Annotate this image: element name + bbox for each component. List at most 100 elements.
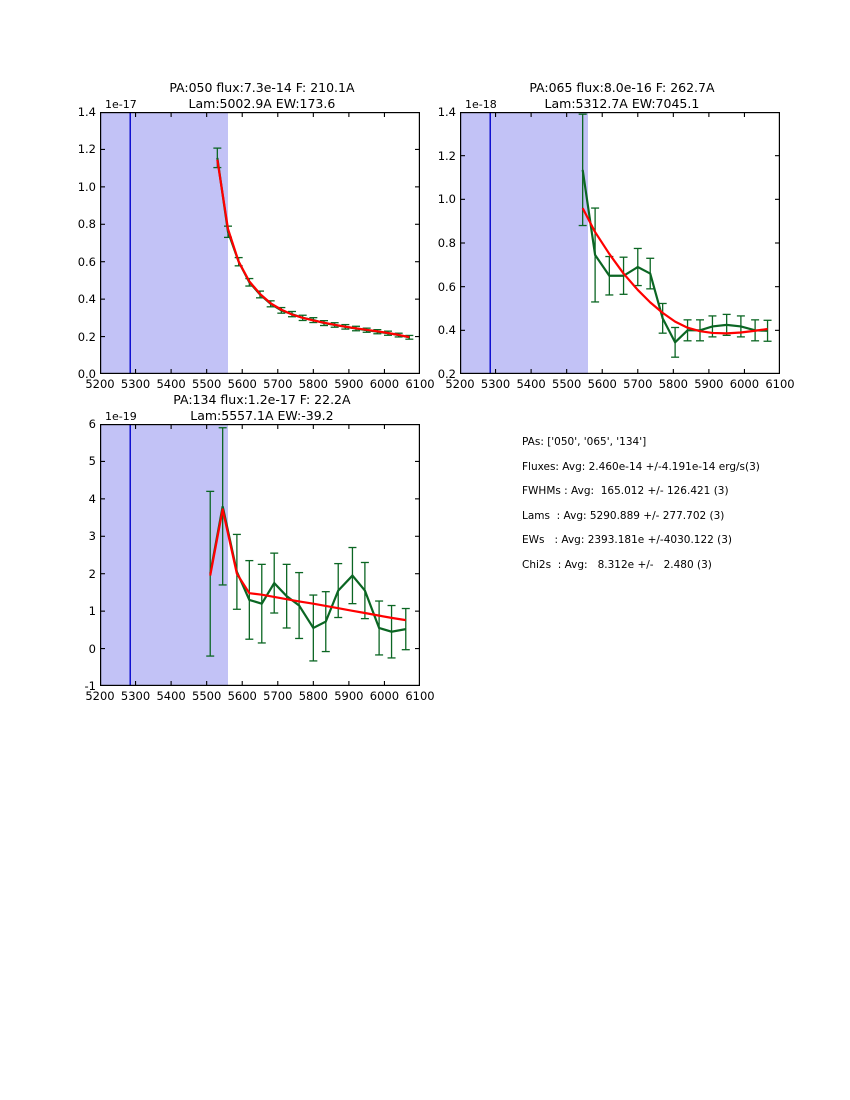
y-tick-label: 0.2 — [437, 367, 456, 381]
shaded-region — [460, 112, 588, 374]
y-tick-label: 1.0 — [77, 179, 96, 194]
y-tick-label: 1.2 — [77, 142, 96, 157]
x-tick-label: 5300 — [120, 689, 151, 703]
y-tick-label: 0 — [88, 641, 96, 656]
y-tick-label: 0.4 — [437, 323, 456, 338]
data-series-line — [209, 506, 406, 633]
x-tick-label: 5700 — [263, 377, 293, 391]
shaded-region — [100, 424, 228, 686]
x-tick-label: 5600 — [587, 377, 617, 391]
model-fit-line — [216, 159, 410, 339]
x-tick-label: 5500 — [192, 689, 222, 703]
x-tick-label: 5800 — [658, 377, 688, 391]
data-series-line — [581, 169, 768, 345]
panel-pa-065: PA:065 flux:8.0e-16 F: 262.7A Lam:5312.7… — [420, 64, 800, 391]
panel-pa-050: PA:050 flux:7.3e-14 F: 210.1A Lam:5002.9… — [60, 64, 440, 391]
y-tick-label: 0.8 — [77, 217, 96, 232]
plot-canvas-pa-065 — [460, 112, 780, 374]
panel-title-pa-134: PA:134 flux:1.2e-17 F: 22.2A — [60, 376, 440, 424]
y-tick-label: 1.4 — [437, 105, 456, 119]
panel-title-line1: PA:050 flux:7.3e-14 F: 210.1A — [169, 80, 355, 95]
x-tick-label: 5600 — [227, 689, 257, 703]
x-tick-label: 6100 — [765, 377, 795, 391]
panel-title-pa-050-line2: Lam:5002.9A EW:173.6 — [60, 80, 440, 128]
axes-frame — [100, 112, 420, 374]
stats-line-fluxes: Fluxes: Avg: 2.460e-14 +/-4.191e-14 erg/… — [522, 460, 760, 473]
data-series-line — [216, 157, 410, 339]
x-tick-label: 6000 — [369, 689, 400, 703]
y-tick-label: 0.6 — [77, 254, 96, 269]
panel-title-line1: PA:134 flux:1.2e-17 F: 22.2A — [173, 392, 351, 407]
x-tick-label: 5200 — [445, 377, 475, 391]
plot-canvas-pa-134 — [100, 424, 420, 686]
x-tick-label: 5600 — [227, 377, 257, 391]
panel-title-line2: Lam:5312.7A EW:7045.1 — [544, 96, 700, 111]
y-tick-label: 1.2 — [437, 148, 456, 163]
exponent-label-pa-065: 1e-18 — [465, 98, 497, 111]
stats-line-lams: Lams : Avg: 5290.889 +/- 277.702 (3) — [522, 509, 725, 522]
x-tick-label: 6100 — [405, 377, 435, 391]
x-tick-label: 5900 — [694, 377, 724, 391]
panel-pa-134: PA:134 flux:1.2e-17 F: 22.2A Lam:5557.1A… — [60, 376, 440, 703]
x-tick-label: 6000 — [729, 377, 760, 391]
y-tick-label: 0.4 — [77, 292, 96, 307]
model-fit-line — [581, 207, 768, 335]
y-tick-label: 0.8 — [437, 236, 456, 250]
plot-axes-pa-050 — [100, 112, 420, 374]
x-tick-label: 5400 — [516, 377, 546, 391]
stats-line-chi2s: Chi2s : Avg: 8.312e +/- 2.480 (3) — [522, 558, 712, 571]
summary-stats-block: PAs: ['050', '065', '134'] Fluxes: Avg: … — [522, 430, 822, 577]
exponent-label-pa-050: 1e-17 — [105, 98, 137, 111]
model-fit-line — [209, 508, 406, 622]
panel-title-pa-134-line2: Lam:5557.1A EW:-39.2 — [60, 392, 440, 440]
y-tick-label: 1.0 — [437, 192, 456, 207]
y-tick-label: 6 — [88, 417, 96, 431]
x-tick-label: 5400 — [156, 377, 186, 391]
plot-axes-pa-065 — [460, 112, 780, 374]
x-tick-label: 5200 — [85, 377, 115, 391]
x-tick-label: 5800 — [298, 689, 328, 703]
axis-ticks — [460, 112, 780, 374]
axes-frame — [100, 424, 420, 686]
y-tick-label: -1 — [84, 679, 96, 693]
x-tick-label: 6100 — [405, 689, 435, 703]
x-tick-label: 5200 — [85, 689, 115, 703]
error-bars — [213, 147, 414, 340]
panel-title-pa-050: PA:050 flux:7.3e-14 F: 210.1A — [60, 64, 440, 112]
panel-title-pa-065: PA:065 flux:8.0e-16 F: 262.7A — [420, 64, 800, 112]
y-tick-label: 5 — [88, 454, 96, 469]
x-tick-label: 5700 — [263, 689, 293, 703]
x-tick-label: 5800 — [298, 377, 328, 391]
x-tick-label: 5500 — [552, 377, 582, 391]
x-tick-label: 5900 — [334, 377, 364, 391]
y-tick-label: 4 — [88, 491, 96, 506]
x-tick-label: 5700 — [623, 377, 653, 391]
panel-title-line1: PA:065 flux:8.0e-16 F: 262.7A — [529, 80, 715, 95]
panel-title-line2: Lam:5557.1A EW:-39.2 — [190, 408, 334, 423]
axis-ticks — [100, 424, 420, 686]
y-tick-label: 1.4 — [77, 105, 96, 119]
x-tick-label: 5400 — [156, 689, 186, 703]
panel-title-pa-065-line2: Lam:5312.7A EW:7045.1 — [420, 80, 800, 128]
y-tick-label: 0.6 — [437, 279, 456, 294]
x-tick-label: 5900 — [334, 689, 364, 703]
stats-line-ews: EWs : Avg: 2393.181e +/-4030.122 (3) — [522, 534, 733, 546]
shaded-region — [100, 112, 228, 374]
exponent-label-pa-134: 1e-19 — [105, 410, 137, 423]
y-tick-label: 3 — [88, 529, 96, 544]
y-tick-label: 0.0 — [77, 367, 96, 381]
plot-axes-pa-134 — [100, 424, 420, 686]
x-tick-label: 5300 — [480, 377, 511, 391]
panel-title-line2: Lam:5002.9A EW:173.6 — [188, 96, 336, 111]
x-tick-label: 6000 — [369, 377, 400, 391]
stats-line-pas: PAs: ['050', '065', '134'] — [522, 436, 647, 448]
x-tick-label: 5300 — [120, 377, 151, 391]
y-tick-label: 2 — [88, 566, 96, 581]
y-tick-label: 0.2 — [77, 329, 96, 344]
axis-ticks — [100, 112, 420, 374]
x-tick-label: 5500 — [192, 377, 222, 391]
stats-line-fwhms: FWHMs : Avg: 165.012 +/- 126.421 (3) — [522, 485, 729, 497]
y-tick-label: 1 — [88, 604, 96, 619]
plot-canvas-pa-050 — [100, 112, 420, 374]
